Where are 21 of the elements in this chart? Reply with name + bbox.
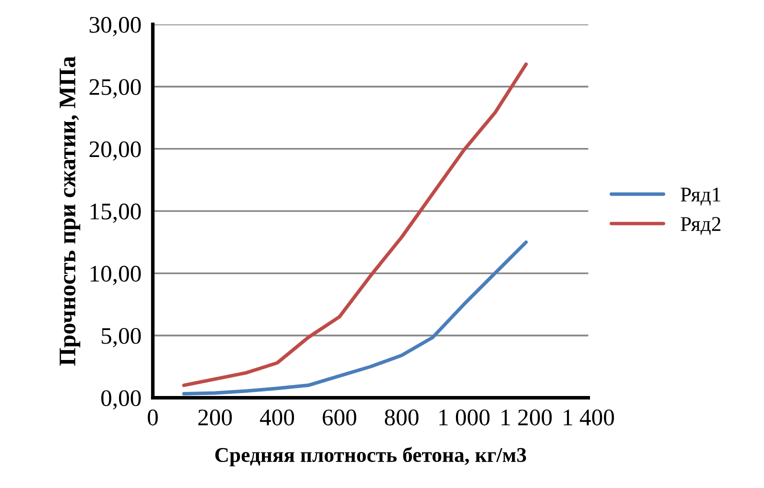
x-tick-label: 1 200: [502, 410, 552, 426]
x-axis-title: Средняя плотность бетона, кг/м3: [215, 446, 526, 466]
x-tick-label: 0: [148, 410, 158, 426]
x-tick-label: 200: [198, 410, 232, 426]
x-tick-label: 1 000: [439, 410, 490, 426]
x-tick-label: 800: [384, 410, 418, 426]
y-axis-title: Прочность при сжатии, МПа: [60, 56, 80, 366]
y-tick-label: 10,00: [90, 266, 141, 286]
y-tick-label: 5,00: [102, 328, 141, 348]
y-tick-label: 15,00: [90, 204, 141, 223]
line-series: [182, 240, 528, 396]
y-tick-label: 0,00: [101, 390, 141, 410]
y-tick-label: 20,00: [90, 141, 141, 161]
x-tick-label: 600: [322, 410, 356, 426]
x-tick-label: 1 400: [564, 410, 614, 426]
y-tick-label: 30,00: [90, 16, 141, 36]
legend-label: Ряд2: [680, 217, 720, 235]
x-tick-label: 400: [260, 410, 294, 426]
y-tick-label: 25,00: [90, 79, 141, 98]
legend-label: Ряд1: [680, 188, 720, 206]
line-series: [182, 62, 528, 388]
